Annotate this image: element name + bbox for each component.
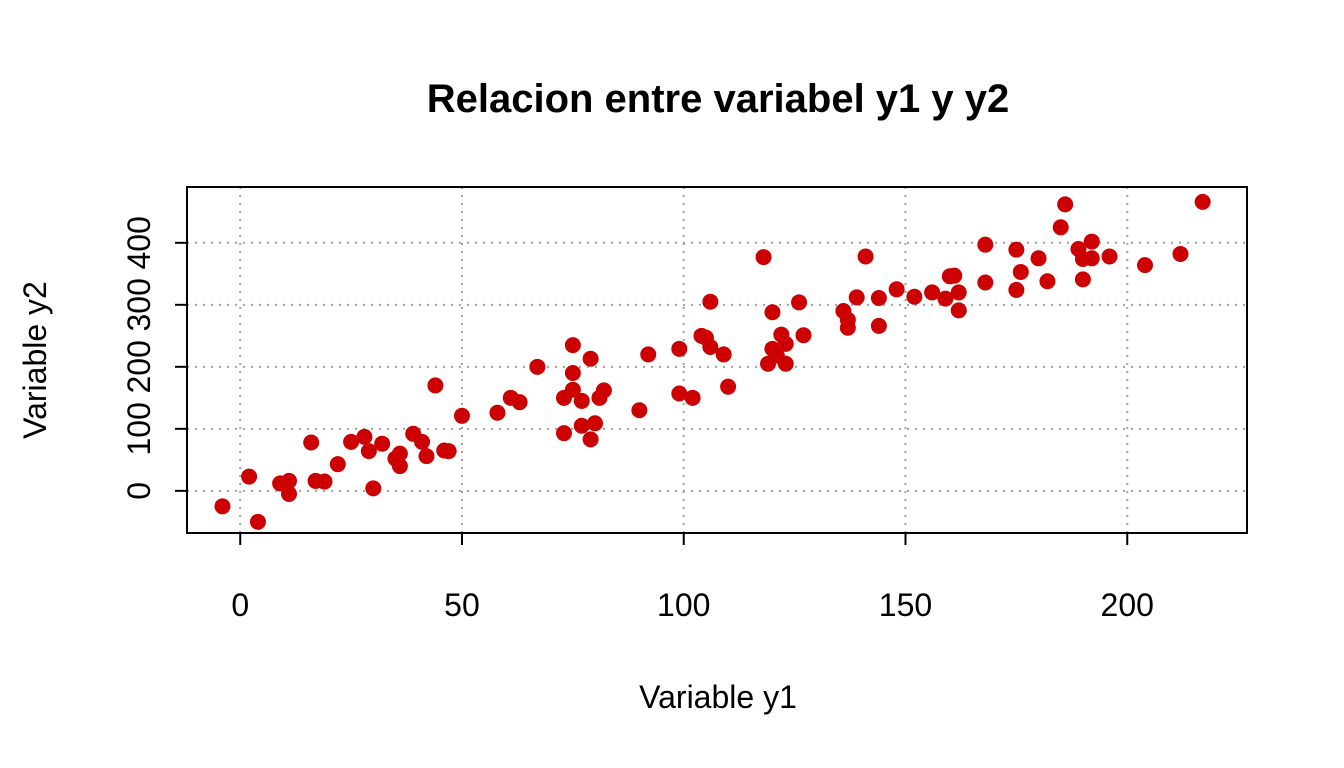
data-point — [418, 448, 435, 465]
data-point — [573, 417, 590, 434]
y-tick-label: 200 — [121, 340, 157, 393]
data-point — [977, 274, 994, 291]
data-point — [374, 435, 391, 452]
data-point — [924, 284, 941, 301]
x-tick-label: 200 — [1101, 587, 1154, 623]
data-point — [241, 468, 258, 485]
data-point — [777, 355, 794, 372]
y-axis-label: Variable y2 — [17, 281, 53, 439]
data-point — [1039, 273, 1056, 290]
data-point — [427, 377, 444, 394]
data-point — [870, 317, 887, 334]
data-point — [777, 335, 794, 352]
data-point — [214, 498, 231, 515]
data-point — [1052, 219, 1069, 236]
data-point — [888, 281, 905, 298]
plot-frame — [186, 186, 1248, 534]
data-point — [564, 337, 581, 354]
data-point — [587, 415, 604, 432]
data-point — [702, 293, 719, 310]
y-tick-label: 100 — [121, 402, 157, 455]
data-point — [249, 513, 266, 530]
data-point — [1101, 248, 1118, 265]
data-point — [564, 381, 581, 398]
data-point — [414, 433, 431, 450]
data-point — [1074, 271, 1091, 288]
data-point — [684, 389, 701, 406]
chart-title: Relacion entre variabel y1 y y2 — [427, 77, 1010, 121]
data-point — [640, 346, 657, 363]
data-point — [671, 340, 688, 357]
data-point — [755, 249, 772, 266]
y-tick-label: 300 — [121, 278, 157, 331]
y-tick-label: 400 — [121, 216, 157, 269]
data-point — [555, 425, 572, 442]
data-point — [391, 445, 408, 462]
x-tick-label: 150 — [879, 587, 932, 623]
data-point — [1057, 196, 1074, 213]
data-point — [977, 236, 994, 253]
data-point — [906, 288, 923, 305]
data-point — [1008, 241, 1025, 258]
data-point — [950, 284, 967, 301]
x-tick-label: 50 — [444, 587, 480, 623]
data-point — [365, 480, 382, 497]
data-point — [564, 365, 581, 382]
y-tick-label: 0 — [121, 482, 157, 500]
data-point — [391, 458, 408, 475]
data-point — [946, 267, 963, 284]
data-point — [582, 350, 599, 367]
data-point — [839, 311, 856, 328]
data-point — [1012, 263, 1029, 280]
data-point — [440, 443, 457, 460]
data-point — [453, 407, 470, 424]
x-tick-label: 0 — [231, 587, 249, 623]
data-point — [1083, 250, 1100, 267]
data-points — [214, 193, 1211, 530]
data-point — [329, 456, 346, 473]
data-point — [857, 248, 874, 265]
data-point — [1030, 250, 1047, 267]
data-point — [281, 485, 298, 502]
data-point — [281, 472, 298, 489]
data-point — [1194, 193, 1211, 210]
data-point — [582, 431, 599, 448]
x-axis-label: Variable y1 — [639, 679, 797, 715]
data-point — [529, 358, 546, 375]
data-point — [950, 302, 967, 319]
data-point — [848, 289, 865, 306]
data-point — [356, 428, 373, 445]
y-axis: 0 100 200 300 400 — [121, 216, 187, 500]
data-point — [764, 304, 781, 321]
data-point — [595, 382, 612, 399]
data-point — [1083, 233, 1100, 250]
x-axis: 0 50 100 150 200 — [231, 533, 1154, 623]
data-point — [316, 473, 333, 490]
data-point — [870, 289, 887, 306]
data-point — [720, 378, 737, 395]
x-tick-label: 100 — [657, 587, 710, 623]
data-point — [671, 385, 688, 402]
data-point — [702, 338, 719, 355]
data-point — [489, 404, 506, 421]
data-point — [795, 327, 812, 344]
data-point — [937, 290, 954, 307]
data-point — [360, 443, 377, 460]
data-point — [573, 392, 590, 409]
data-point — [1136, 257, 1153, 274]
data-point — [1172, 245, 1189, 262]
data-point — [511, 394, 528, 411]
data-point — [303, 434, 320, 451]
data-point — [1008, 281, 1025, 298]
data-point — [791, 294, 808, 311]
data-point — [343, 433, 360, 450]
grid-lines — [187, 187, 1247, 533]
data-point — [631, 402, 648, 419]
data-point — [715, 346, 732, 363]
